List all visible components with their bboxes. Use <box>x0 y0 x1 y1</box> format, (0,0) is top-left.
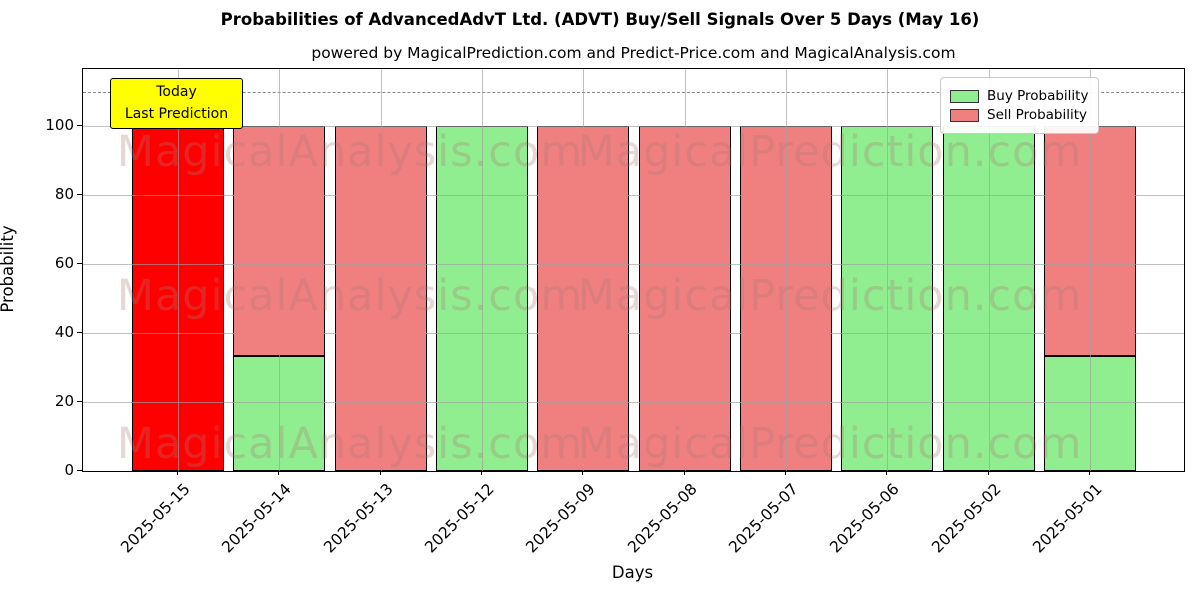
y-gridline <box>83 264 1184 265</box>
x-tick-mark <box>278 470 280 475</box>
y-tick-mark <box>77 194 82 195</box>
annotation-line-2: Last Prediction <box>124 105 229 122</box>
legend-swatch-icon <box>950 108 979 122</box>
chart-subtitle: powered by MagicalPrediction.com and Pre… <box>311 44 956 62</box>
watermark-text: MagicalAnalysis.com <box>116 271 584 321</box>
y-tick-mark <box>77 332 82 333</box>
legend-item: Sell Probability <box>950 107 1088 123</box>
x-gridline <box>481 69 483 471</box>
today-annotation: Today Last Prediction <box>110 78 243 130</box>
y-tick-label: 40 <box>54 323 74 341</box>
annotation-line-1: Today <box>156 84 197 100</box>
watermark-text: MagicalAnalysis.com <box>116 419 584 469</box>
x-tick-mark <box>582 470 584 475</box>
x-gridline <box>178 69 179 471</box>
watermark-text: MagicalPrediction.com <box>577 419 1083 469</box>
legend-label: Buy Probability <box>987 88 1089 104</box>
y-tick-label: 100 <box>45 116 74 134</box>
y-gridline <box>83 195 1184 196</box>
y-tick-label: 0 <box>64 461 74 479</box>
x-tick-mark <box>683 470 685 475</box>
y-tick-mark <box>77 125 82 126</box>
x-gridline <box>887 69 889 471</box>
y-gridline <box>83 126 1184 127</box>
y-tick-label: 80 <box>54 185 74 203</box>
plot-area <box>82 68 1185 472</box>
y-tick-mark <box>77 263 82 264</box>
legend-label: Sell Probability <box>987 107 1088 123</box>
x-tick-mark <box>987 470 989 475</box>
x-gridline <box>684 69 686 471</box>
x-tick-mark <box>1088 470 1090 475</box>
x-gridline <box>380 69 382 471</box>
chart-title: Probabilities of AdvancedAdvT Ltd. (ADVT… <box>220 10 980 29</box>
x-gridline <box>988 69 990 471</box>
y-tick-label: 60 <box>54 254 74 272</box>
watermark-text: MagicalPrediction.com <box>577 271 1083 321</box>
x-tick-mark <box>379 470 381 475</box>
y-tick-mark <box>77 401 82 402</box>
y-gridline <box>83 402 1184 403</box>
legend: Buy Probability Sell Probability <box>940 77 1100 134</box>
x-gridline <box>1089 69 1091 471</box>
legend-swatch-icon <box>950 89 979 103</box>
x-tick-mark <box>886 470 888 475</box>
x-tick-mark <box>480 470 482 475</box>
y-tick-mark <box>77 470 82 471</box>
watermark-text: MagicalAnalysis.com <box>116 127 584 177</box>
x-gridline <box>785 69 787 471</box>
y-gridline <box>83 333 1184 334</box>
x-tick-mark <box>784 470 786 475</box>
x-axis-label: Days <box>611 563 654 582</box>
reference-dashed-line <box>83 91 1184 93</box>
x-tick-mark <box>177 470 178 475</box>
watermark-text: MagicalPrediction.com <box>577 127 1083 177</box>
x-gridline <box>583 69 585 471</box>
y-tick-label: 20 <box>54 392 74 410</box>
x-gridline <box>279 69 281 471</box>
legend-item: Buy Probability <box>950 88 1088 104</box>
